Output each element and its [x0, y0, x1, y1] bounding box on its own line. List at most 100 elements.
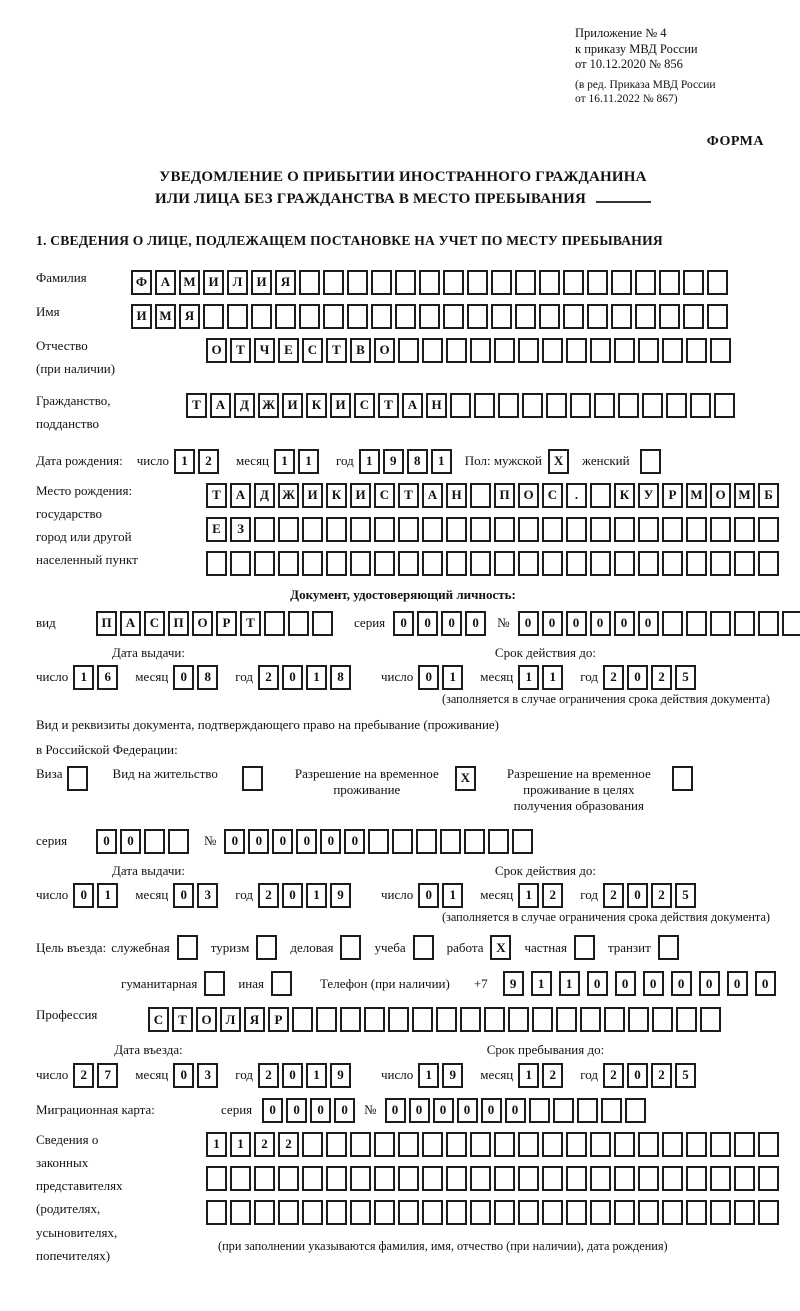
char-cell[interactable]: [230, 1199, 251, 1225]
char-cell[interactable]: [518, 1131, 539, 1157]
char-cell[interactable]: О: [518, 482, 539, 508]
char-cell[interactable]: [659, 303, 680, 329]
char-cell[interactable]: С: [144, 610, 165, 636]
char-cell[interactable]: [254, 516, 275, 542]
char-cell[interactable]: [494, 550, 515, 576]
char-cell[interactable]: [302, 1165, 323, 1191]
char-cell[interactable]: [292, 1007, 313, 1033]
char-cell[interactable]: Л: [227, 269, 248, 295]
char-cell[interactable]: [398, 1165, 419, 1191]
char-cell[interactable]: [374, 550, 395, 576]
char-cell[interactable]: М: [734, 482, 755, 508]
char-cell[interactable]: 9: [502, 971, 524, 997]
char-cell[interactable]: [594, 393, 615, 419]
char-cell[interactable]: 0: [173, 882, 195, 908]
char-cell[interactable]: 0: [698, 971, 720, 997]
char-cell[interactable]: 1: [418, 1062, 440, 1088]
char-cell[interactable]: [638, 337, 659, 363]
char-cell[interactable]: И: [203, 269, 224, 295]
char-cell[interactable]: И: [302, 482, 323, 508]
char-cell[interactable]: [710, 550, 731, 576]
char-cell[interactable]: 3: [197, 882, 219, 908]
char-cell[interactable]: [460, 1007, 481, 1033]
char-cell[interactable]: [714, 393, 735, 419]
char-cell[interactable]: [302, 1131, 323, 1157]
char-cell[interactable]: 0: [296, 828, 318, 854]
char-cell[interactable]: [757, 610, 779, 636]
char-cell[interactable]: 0: [418, 665, 440, 691]
char-cell[interactable]: [422, 337, 443, 363]
residence-permit-checkbox[interactable]: [241, 765, 263, 791]
char-cell[interactable]: А: [230, 482, 251, 508]
char-cell[interactable]: 2: [651, 1062, 673, 1088]
char-cell[interactable]: [707, 269, 728, 295]
char-cell[interactable]: Д: [254, 482, 275, 508]
char-cell[interactable]: [542, 1131, 563, 1157]
char-cell[interactable]: [563, 269, 584, 295]
char-cell[interactable]: [580, 1007, 601, 1033]
char-cell[interactable]: [371, 303, 392, 329]
char-cell[interactable]: [302, 516, 323, 542]
char-cell[interactable]: [470, 516, 491, 542]
char-cell[interactable]: [635, 269, 656, 295]
char-cell[interactable]: И: [251, 269, 272, 295]
char-cell[interactable]: Н: [446, 482, 467, 508]
char-cell[interactable]: [518, 550, 539, 576]
char-cell[interactable]: 1: [530, 971, 552, 997]
char-cell[interactable]: [227, 303, 248, 329]
char-cell[interactable]: [614, 1131, 635, 1157]
char-cell[interactable]: [494, 337, 515, 363]
char-cell[interactable]: П: [494, 482, 515, 508]
char-cell[interactable]: [422, 1165, 443, 1191]
char-cell[interactable]: [443, 269, 464, 295]
char-cell[interactable]: [515, 269, 536, 295]
char-cell[interactable]: [758, 550, 779, 576]
char-cell[interactable]: [518, 516, 539, 542]
char-cell[interactable]: [710, 516, 731, 542]
char-cell[interactable]: [566, 1199, 587, 1225]
char-cell[interactable]: 8: [406, 448, 428, 474]
char-cell[interactable]: 0: [417, 610, 439, 636]
char-cell[interactable]: С: [374, 482, 395, 508]
char-cell[interactable]: Р: [268, 1007, 289, 1033]
char-cell[interactable]: [683, 269, 704, 295]
char-cell[interactable]: [734, 516, 755, 542]
char-cell[interactable]: [528, 1097, 550, 1123]
char-cell[interactable]: [299, 269, 320, 295]
char-cell[interactable]: 0: [320, 828, 342, 854]
sex-female-checkbox[interactable]: [639, 448, 661, 474]
char-cell[interactable]: К: [614, 482, 635, 508]
char-cell[interactable]: [659, 269, 680, 295]
char-cell[interactable]: 0: [96, 828, 117, 854]
char-cell[interactable]: 0: [670, 971, 692, 997]
char-cell[interactable]: Я: [179, 303, 200, 329]
char-cell[interactable]: С: [354, 393, 375, 419]
char-cell[interactable]: [587, 303, 608, 329]
char-cell[interactable]: [642, 393, 663, 419]
char-cell[interactable]: [398, 516, 419, 542]
char-cell[interactable]: [288, 610, 309, 636]
char-cell[interactable]: [590, 550, 611, 576]
char-cell[interactable]: Т: [398, 482, 419, 508]
char-cell[interactable]: Н: [426, 393, 447, 419]
purpose-tourism-checkbox[interactable]: [256, 935, 278, 961]
char-cell[interactable]: [686, 550, 707, 576]
char-cell[interactable]: [614, 516, 635, 542]
char-cell[interactable]: 0: [726, 971, 748, 997]
char-cell[interactable]: [312, 610, 333, 636]
char-cell[interactable]: 5: [675, 882, 697, 908]
char-cell[interactable]: [683, 303, 704, 329]
char-cell[interactable]: [542, 516, 563, 542]
char-cell[interactable]: [638, 516, 659, 542]
char-cell[interactable]: [254, 1165, 275, 1191]
char-cell[interactable]: [374, 1199, 395, 1225]
char-cell[interactable]: [470, 550, 491, 576]
char-cell[interactable]: 9: [382, 448, 404, 474]
char-cell[interactable]: А: [155, 269, 176, 295]
char-cell[interactable]: 1: [173, 448, 195, 474]
char-cell[interactable]: 0: [418, 882, 440, 908]
char-cell[interactable]: [611, 269, 632, 295]
char-cell[interactable]: Ж: [278, 482, 299, 508]
char-cell[interactable]: 0: [565, 610, 587, 636]
char-cell[interactable]: [323, 269, 344, 295]
